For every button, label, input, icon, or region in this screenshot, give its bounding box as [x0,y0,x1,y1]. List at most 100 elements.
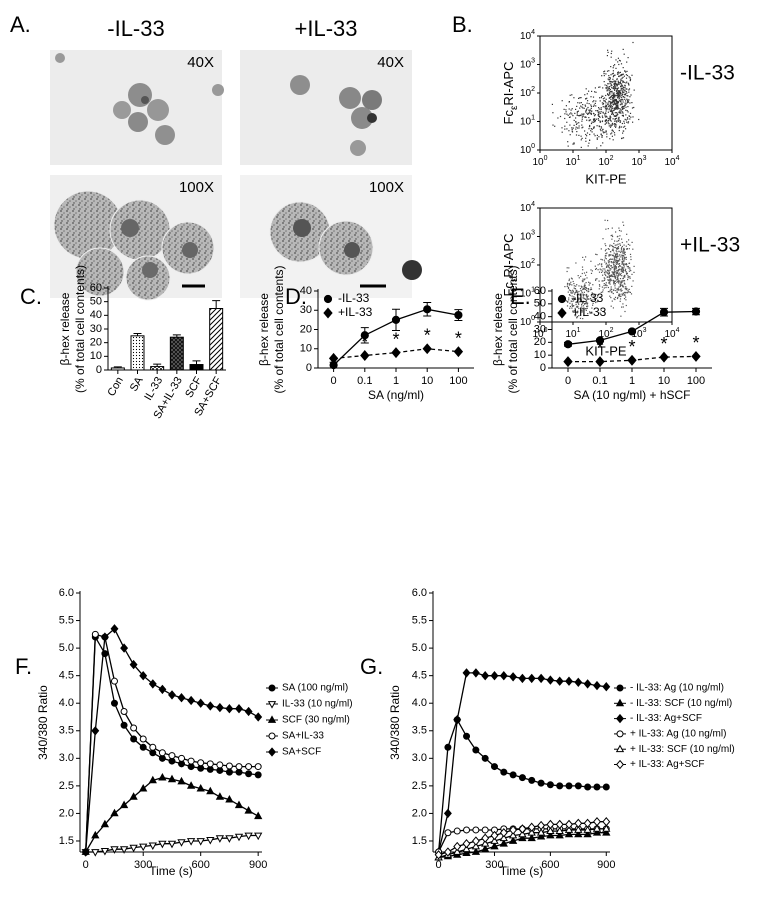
event-dot [613,271,615,273]
legend-label: -IL-33 [338,291,370,305]
event-dot [609,77,611,79]
event-dot [590,289,592,291]
event-dot [564,113,566,115]
event-dot [604,100,606,103]
event-dot [568,289,570,291]
event-dot [611,123,613,125]
event-dot [581,118,583,120]
event-dot [602,103,604,106]
event-dot [620,315,622,317]
event-dot [622,258,624,260]
event-dot [606,265,608,267]
event-dot [616,112,618,114]
event-dot [598,111,600,113]
event-dot [611,300,613,302]
event-dot [605,282,607,284]
event-dot [566,284,569,286]
event-dot [586,305,588,307]
y-tick-label: 40 [90,309,102,321]
event-dot [613,84,616,86]
event-dot [591,121,593,123]
marker [593,783,601,791]
event-dot [616,269,618,271]
cell [109,199,171,261]
event-dot [627,57,629,59]
event-dot [613,276,615,278]
event-dot [590,122,593,125]
event-dot [585,294,587,296]
marker [119,846,129,854]
event-dot [620,78,622,80]
event-dot [610,101,612,103]
marker [148,775,157,784]
event-dot [624,89,626,91]
event-dot [592,112,595,114]
event-dot [614,265,617,267]
event-dot [595,293,597,296]
y-tick-label: 10 [534,349,546,361]
event-dot [581,272,583,275]
event-dot [621,280,623,282]
event-dot [586,289,588,292]
cell [290,75,310,95]
y-tick-label: 2.0 [412,807,427,819]
legend-label: SA+SCF [282,747,321,758]
event-dot [621,255,623,257]
event-dot [614,85,616,87]
event-dot [625,299,627,301]
tick-exp: 0 [544,327,548,334]
y-tick-label: 40 [534,311,546,323]
y-tick-label: 4.0 [59,697,74,709]
event-dot [612,235,614,238]
event-dot [632,121,634,123]
event-dot [615,99,617,101]
event-dot [612,95,615,97]
event-dot [590,96,592,98]
event-dot [619,274,621,276]
event-dot [617,102,619,104]
event-dot [623,267,625,269]
event-dot [615,80,617,82]
event-dot [626,92,628,94]
x-axis-label: Time (s) [500,864,544,878]
event-dot [582,104,584,106]
marker [616,759,624,770]
event-dot [574,297,576,299]
event-dot [588,103,590,105]
event-dot [583,308,585,310]
tick-exp: 4 [531,201,535,208]
event-dot [614,266,616,268]
event-dot [623,93,625,95]
event-dot [606,276,608,278]
marker [139,743,147,751]
event-dot [599,268,601,270]
event-dot [604,255,606,257]
event-dot [603,272,606,274]
marker [196,783,205,792]
event-dot [615,107,617,109]
event-dot [615,126,617,128]
event-dot [610,81,612,83]
event-dot [629,244,631,246]
event-dot [623,249,625,251]
event-dot [613,74,615,76]
legend-label: SA+IL-33 [282,731,324,742]
event-dot [616,108,618,110]
event-dot [629,118,631,120]
y-tick-label: 0 [96,364,102,376]
event-dot [615,102,617,104]
event-dot [619,95,621,97]
event-dot [611,92,613,94]
event-dot [585,301,588,303]
event-dot [616,101,618,103]
event-dot [610,109,612,111]
event-dot [622,73,624,75]
event-dot [605,98,607,100]
event-dot [595,267,597,270]
event-dot [573,143,575,145]
event-dot [582,280,584,282]
event-dot [581,308,583,310]
event-dot [584,285,586,287]
event-dot [617,90,619,92]
event-dot [577,310,579,312]
